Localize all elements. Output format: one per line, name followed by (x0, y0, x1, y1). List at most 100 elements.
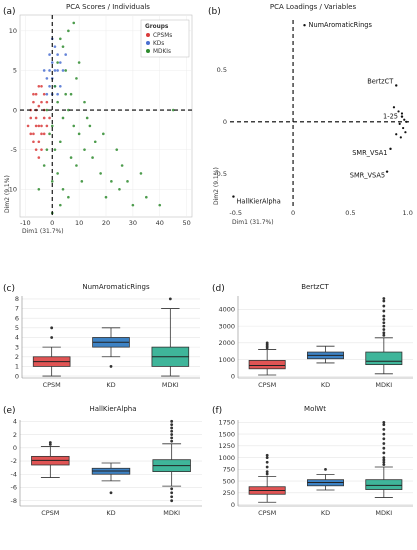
score-point-mdkis (91, 156, 94, 159)
score-point-mdkis (77, 132, 81, 136)
outlier-point (382, 427, 386, 431)
box-iqr (248, 360, 286, 370)
outlier-point (265, 465, 269, 469)
score-point-kds (59, 84, 62, 88)
outlier-point (382, 328, 386, 331)
y-tick-c: 4 (15, 334, 19, 342)
score-point-mdkis (72, 124, 76, 128)
score-point-cpsms (32, 92, 35, 96)
box-f-kd (307, 467, 344, 491)
outlier-point (265, 472, 269, 476)
x-tick-e-mdki: MDKI (163, 509, 180, 517)
score-point-mdkis (56, 61, 59, 64)
score-point-kds (56, 92, 59, 96)
y-tick-e: -8 (11, 497, 17, 505)
outlier-point (170, 426, 174, 430)
score-point-kds (50, 61, 54, 64)
score-point-mdkis (56, 100, 59, 104)
box-iqr (365, 351, 403, 366)
box-e-cpsm (31, 441, 70, 478)
outlier-point (109, 491, 113, 495)
score-point-mdkis (48, 132, 51, 136)
outlier-point (382, 458, 386, 462)
outlier-point (170, 487, 174, 491)
y-tick-d: 4000 (218, 306, 235, 314)
y-tick-e: -6 (11, 484, 17, 492)
loading-point-bertzct (395, 84, 398, 87)
loading-point-1-25 (400, 115, 404, 118)
y-tick-b: 0 (223, 118, 227, 126)
score-point-mdkis (83, 148, 86, 151)
y-tick-e: -2 (11, 457, 17, 465)
outlier-point (48, 443, 52, 446)
outlier-point (324, 467, 327, 471)
outlier-point (382, 314, 386, 318)
y-axis-title-b: Dim2 (9.1%) (213, 167, 220, 205)
outlier-point (382, 420, 386, 424)
x-tick-c-cpsm: CPSM (43, 381, 61, 389)
y-tick-d: 2000 (218, 339, 235, 347)
outlier-point (382, 463, 386, 467)
box-f-mdki (365, 420, 403, 498)
legend-entry-cpsms: CPSMs (153, 33, 172, 39)
score-point-mdkis (53, 148, 57, 151)
score-point-mdkis (99, 172, 102, 175)
score-point-cpsms (40, 148, 43, 151)
panel-label-b: (b) (208, 7, 221, 17)
y-tick-a: 10 (9, 27, 17, 35)
panel-b: (b) PCA Loadings / Variables -0.5 0 0.5 1.0 -0… (208, 3, 413, 226)
y-tick-f: 0 (231, 501, 235, 509)
y-tick-d: 0 (231, 373, 235, 381)
score-point-mdkis (75, 164, 78, 167)
panel-title-c: NumAromaticRings (82, 283, 150, 291)
box-d-kd (307, 345, 344, 364)
outlier-point (382, 304, 386, 308)
score-point-mdkis (50, 124, 54, 128)
outlier-point (170, 433, 174, 436)
y-tick-e: -4 (11, 470, 17, 478)
loading-point-smr-vsa1 (389, 147, 392, 151)
outlier-point (382, 432, 386, 436)
score-point-kds (48, 84, 51, 88)
panel-label-f: (f) (212, 406, 222, 416)
loading-label-hallkieralpha: HallKierAlpha (236, 198, 280, 206)
x-tick-d-kd: KD (321, 381, 330, 389)
score-point-mdkis (53, 84, 57, 88)
outlier-point (382, 451, 386, 455)
panel-a: (a) PCA Scores / Individuals -10 0 10 20 30 40 5… (3, 3, 193, 235)
y-tick-f: 1750 (218, 419, 235, 427)
x-tick-d-mdki: MDKI (375, 381, 392, 389)
y-tick-f: 1500 (218, 430, 235, 438)
loading-point (399, 136, 402, 139)
score-point-mdkis (45, 108, 49, 112)
box-iqr (365, 479, 403, 490)
x-tick-d-cpsm: CPSM (258, 381, 276, 389)
loading-point (392, 106, 396, 109)
score-point-cpsms (29, 132, 33, 136)
x-tick-a: 10 (75, 219, 83, 227)
y-tick-a: 0 (13, 106, 17, 114)
score-point-mdkis (102, 132, 105, 136)
score-point-mdkis (75, 77, 78, 80)
score-point-kds (56, 69, 59, 72)
y-tick-a: -10 (6, 185, 17, 193)
outlier-point (48, 441, 52, 444)
score-point-cpsms (42, 92, 46, 96)
score-point-cpsms (32, 100, 35, 104)
score-point-mdkis (104, 195, 108, 199)
outlier-point (382, 437, 386, 441)
score-point-mdkis (171, 108, 175, 112)
y-tick-c: 6 (15, 314, 19, 322)
y-tick-c: 0 (15, 372, 19, 380)
panel-d: (d) BertzCT 0 1000 2000 3000 4000 CPSM KD MDKI (212, 283, 413, 389)
score-point-kds (42, 69, 46, 72)
outlier-point (382, 297, 386, 300)
panel-label-e: (e) (3, 406, 16, 416)
score-point-mdkis (83, 100, 86, 104)
outlier-point (170, 436, 174, 440)
y-tick-e: 0 (13, 444, 17, 452)
box-d-mdki (365, 297, 403, 375)
score-point-cpsms (40, 132, 43, 136)
outlier-point (170, 495, 174, 499)
outlier-point (265, 456, 269, 459)
